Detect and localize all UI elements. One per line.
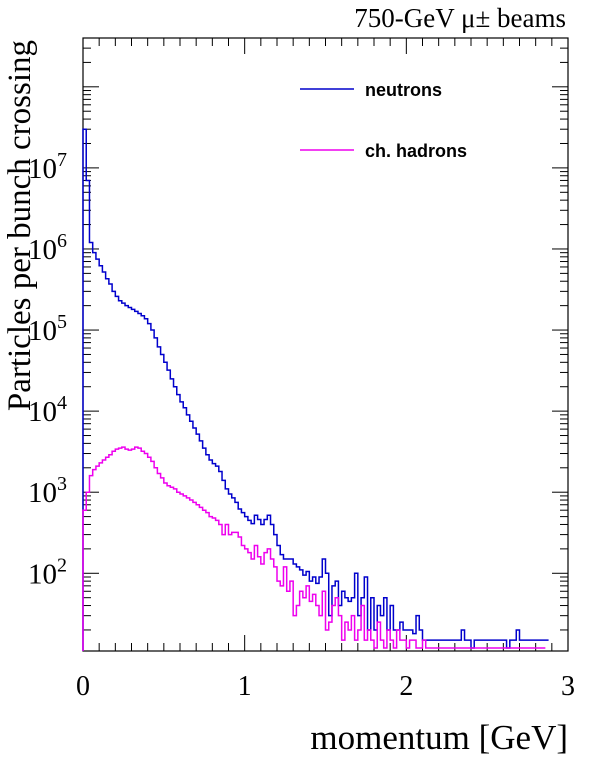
chart-subtitle: 750-GeV μ± beams bbox=[354, 3, 566, 33]
legend: neutrons ch. hadrons bbox=[300, 80, 467, 161]
x-tick-label: 3 bbox=[561, 671, 575, 702]
x-tick-label: 1 bbox=[238, 671, 252, 702]
y-tick-label: 102 bbox=[28, 554, 67, 590]
y-axis-label: Particles per bunch crossing bbox=[2, 40, 38, 411]
series-line-ch-hadrons bbox=[82, 446, 546, 651]
y-tick-label: 103 bbox=[28, 473, 67, 509]
y-tick-label: 106 bbox=[28, 230, 67, 266]
series-line-neutrons bbox=[82, 128, 549, 651]
legend-neutrons-label: neutrons bbox=[365, 80, 442, 100]
x-tick-label: 0 bbox=[76, 671, 90, 702]
x-tick-label: 2 bbox=[399, 671, 413, 702]
legend-hadrons-label: ch. hadrons bbox=[365, 141, 467, 161]
x-axis-label: momentum [GeV] bbox=[310, 718, 568, 757]
y-tick-label: 104 bbox=[28, 392, 67, 428]
y-tick-label: 107 bbox=[28, 149, 67, 185]
y-tick-label: 105 bbox=[28, 311, 67, 347]
